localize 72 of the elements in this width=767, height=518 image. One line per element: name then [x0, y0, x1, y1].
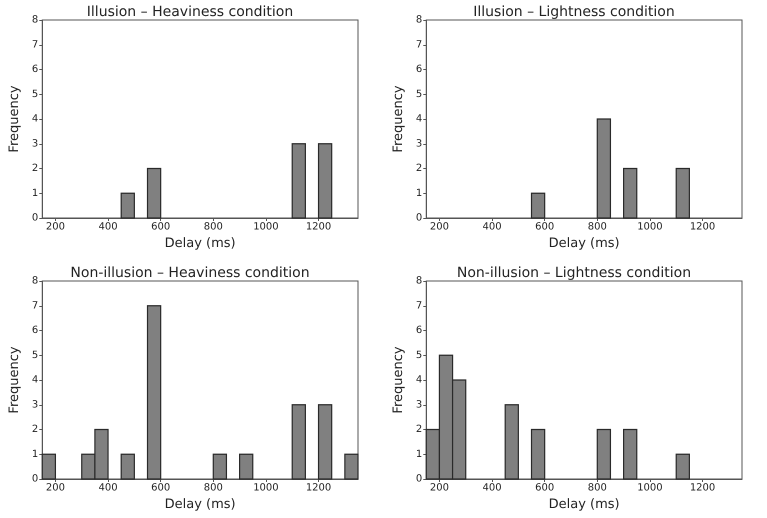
x-axis-title: Delay (ms)	[548, 496, 620, 512]
x-tick-label: 600	[151, 222, 170, 232]
x-axis-title: Delay (ms)	[164, 236, 236, 251]
x-tick-label: 400	[98, 482, 118, 494]
chart-title: Illusion – Lightness condition	[473, 4, 675, 20]
y-tick-label: 0	[32, 212, 38, 224]
y-tick-label: 4	[416, 374, 422, 386]
chart-title: Illusion – Heaviness condition	[86, 4, 294, 20]
y-tick-label: 4	[416, 114, 422, 124]
y-tick-label: 0	[416, 474, 422, 484]
y-tick-label: 4	[32, 114, 38, 124]
x-tick-label: 200	[46, 222, 65, 232]
y-tick-label: 7	[32, 39, 38, 50]
x-tick-label: 1000	[637, 222, 663, 232]
x-tick-label: 600	[535, 482, 554, 494]
y-tick-label: 8	[416, 14, 422, 26]
x-tick-label: 400	[482, 222, 502, 232]
y-tick-label: 0	[32, 474, 38, 484]
x-tick-label: 600	[151, 482, 170, 494]
y-tick-label: 7	[416, 300, 422, 312]
y-tick-label: 1	[32, 448, 38, 460]
y-tick-label: 7	[32, 300, 38, 312]
y-tick-label: 1	[416, 448, 422, 460]
y-tick-label: 3	[416, 138, 422, 150]
y-tick-label: 4	[32, 374, 38, 386]
x-axis-title: Delay (ms)	[164, 496, 236, 512]
y-tick-label: 5	[416, 350, 422, 361]
x-tick-label: 1200	[306, 222, 332, 232]
x-tick-label: 600	[535, 222, 554, 232]
y-tick-label: 8	[32, 14, 38, 26]
y-tick-label: 1	[32, 188, 38, 199]
y-axis-title: Frequency	[7, 346, 22, 414]
y-tick-label: 2	[416, 424, 422, 435]
y-tick-label: 5	[416, 88, 422, 100]
x-tick-label: 1000	[253, 482, 279, 494]
x-tick-label: 800	[588, 222, 607, 232]
y-tick-label: 2	[416, 163, 422, 174]
chart-title: Non-illusion – Heaviness condition	[70, 265, 310, 281]
y-tick-label: 6	[416, 64, 422, 75]
y-tick-label: 5	[32, 350, 38, 361]
x-tick-label: 1200	[690, 482, 716, 494]
x-tick-label: 1000	[253, 222, 279, 232]
y-tick-label: 6	[32, 325, 38, 336]
y-tick-label: 3	[416, 399, 422, 410]
y-tick-label: 3	[32, 399, 38, 410]
y-tick-label: 6	[32, 64, 38, 75]
y-tick-label: 1	[416, 188, 422, 199]
x-tick-label: 400	[98, 222, 118, 232]
y-axis-title: Frequency	[7, 85, 22, 153]
x-tick-label: 200	[430, 222, 449, 232]
y-tick-label: 3	[32, 138, 38, 150]
x-tick-label: 800	[204, 482, 223, 494]
x-tick-label: 1200	[306, 482, 332, 494]
x-tick-label: 800	[204, 222, 223, 232]
y-tick-label: 7	[416, 39, 422, 50]
x-tick-label: 400	[482, 482, 502, 494]
x-tick-label: 800	[588, 482, 607, 494]
x-tick-label: 1000	[637, 482, 663, 494]
y-tick-label: 5	[32, 88, 38, 100]
y-tick-label: 0	[416, 212, 422, 224]
x-tick-label: 200	[430, 482, 449, 494]
y-tick-label: 8	[416, 276, 422, 286]
x-axis-title: Delay (ms)	[548, 236, 620, 251]
y-axis-title: Frequency	[391, 85, 406, 153]
x-tick-label: 200	[46, 482, 65, 494]
y-axis-title: Frequency	[391, 346, 406, 414]
y-tick-label: 2	[32, 424, 38, 435]
y-tick-label: 2	[32, 163, 38, 174]
x-tick-label: 1200	[690, 222, 716, 232]
y-tick-label: 6	[416, 325, 422, 336]
chart-title: Non-illusion – Lightness condition	[456, 265, 692, 281]
y-tick-label: 8	[32, 276, 38, 286]
